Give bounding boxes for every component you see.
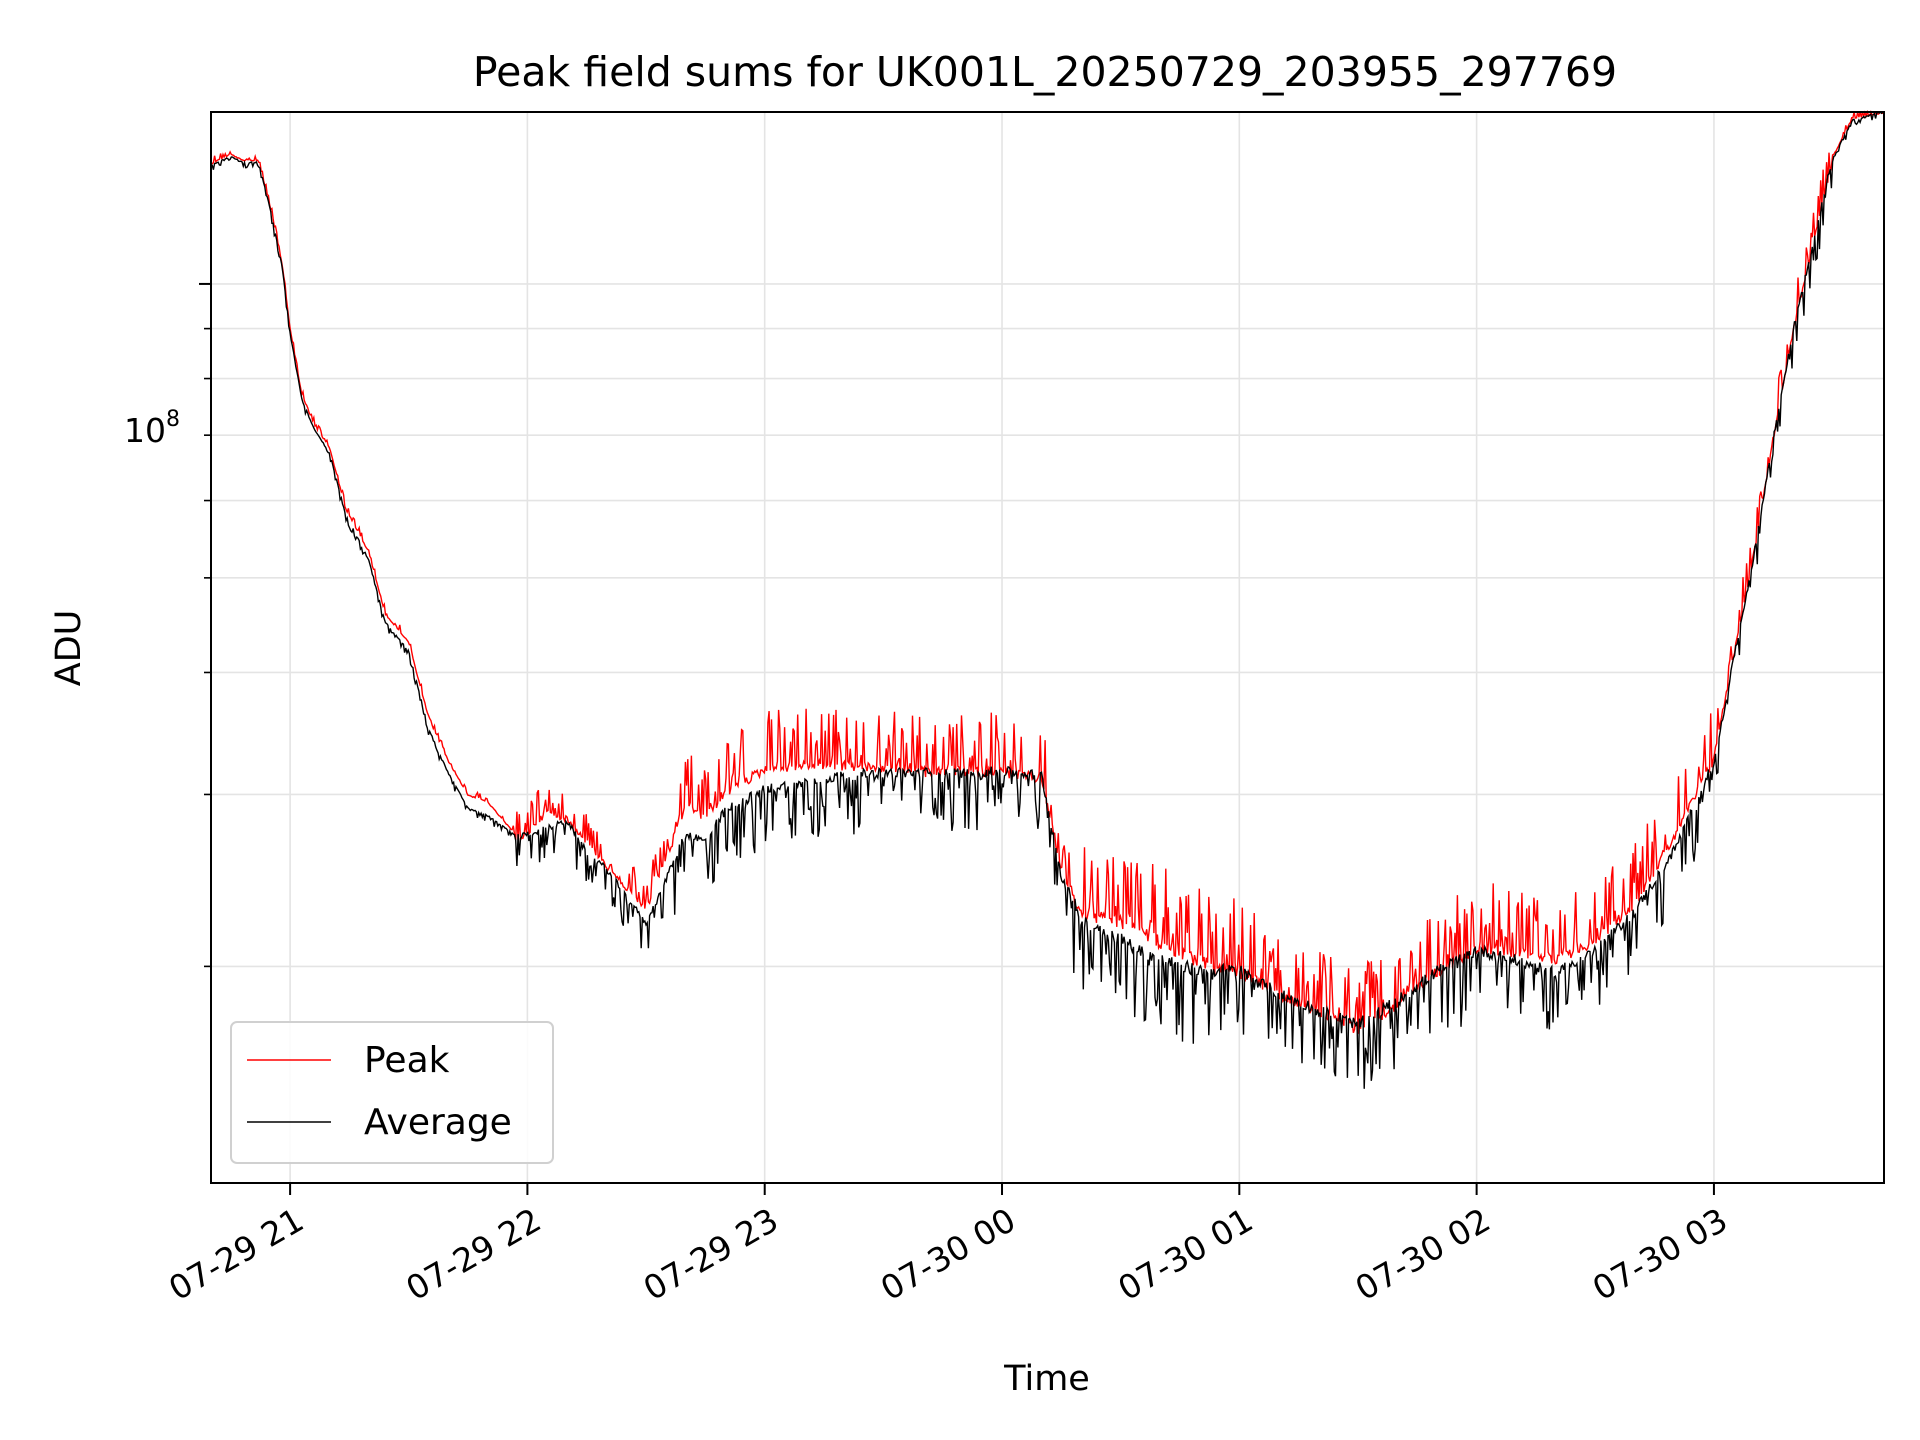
plot-series (210, 109, 1885, 1089)
y-axis (199, 282, 211, 968)
x-tick-label: 07-29 23 (637, 1200, 785, 1308)
y-axis-label: ADU (49, 610, 89, 687)
x-tick-label: 07-30 01 (1111, 1200, 1259, 1308)
chart-title: Peak field sums for UK001L_20250729_2039… (473, 48, 1617, 96)
plot-frame (210, 111, 1885, 1184)
legend-label-peak: Peak (364, 1040, 450, 1081)
y-tick-label: 108 (124, 407, 180, 450)
legend-box (230, 1021, 554, 1164)
y-tick-base: 10 (124, 411, 166, 450)
series-line-peak (210, 109, 1885, 1034)
x-tick-label: 07-30 03 (1586, 1200, 1734, 1308)
x-tick-label: 07-29 21 (162, 1200, 310, 1308)
y-tick-exponent: 8 (166, 407, 180, 432)
x-axis: 07-29 21 07-29 22 07-29 23 07-30 00 07-30 01… (162, 1183, 1734, 1308)
series-line-average (210, 111, 1884, 1089)
legend-label-average: Average (364, 1102, 512, 1143)
legend: Peak Average (230, 1021, 554, 1164)
grid (211, 112, 1884, 1183)
x-tick-label: 07-29 22 (399, 1200, 547, 1308)
x-tick-label: 07-30 00 (874, 1200, 1022, 1308)
x-tick-label: 07-30 02 (1349, 1200, 1497, 1308)
x-axis-label: Time (1003, 1359, 1090, 1399)
